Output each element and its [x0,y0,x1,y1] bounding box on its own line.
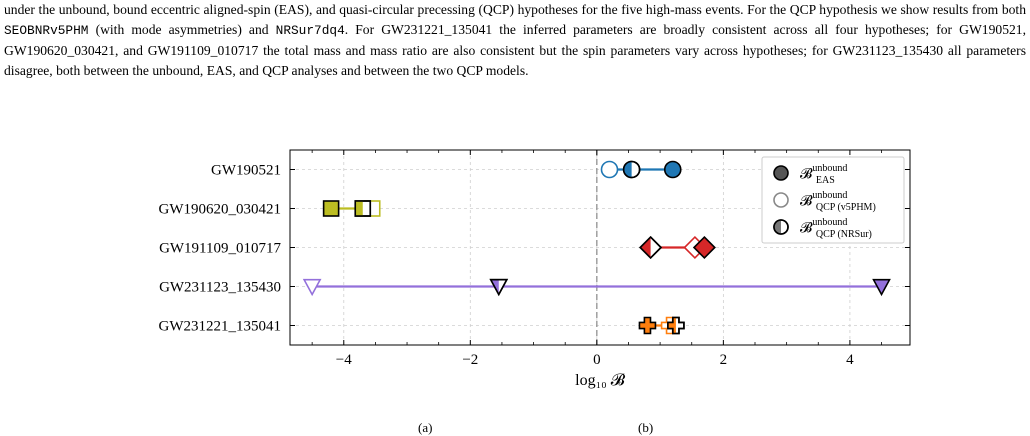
marker-qcp-nrsur-gw190521-fill [623,161,632,178]
marker-qcp-nrsur-gw190620_030421 [354,200,372,217]
marker-qcp-nrsur-gw191109_010717-fill [640,237,651,258]
legend-label-2: 𝓑unbound QCP (NRSur) [800,217,872,240]
marker-qcp-nrsur-gw231221_135041 [667,316,685,335]
y-tick-label-gw190620_030421: GW190620_030421 [159,202,282,218]
marker-qcp-nrsur-gw190620_030421-fill [355,201,363,216]
x-tick-label-2: 0 [593,352,601,368]
y-tick-label-gw231123_135430: GW231123_135430 [159,280,281,296]
subfigure-label-b: (b) [638,420,654,435]
x-tick-label-3: 2 [720,352,728,368]
x-tick-label-0: −4 [336,352,352,368]
legend-marker-eas [773,165,789,181]
y-tick-label-gw191109_010717: GW191109_010717 [159,241,281,257]
caption-text-2: (with mode asymmetries) and [88,22,276,37]
caption-text-1: under the unbound, bound eccentric align… [4,2,1026,17]
y-tick-label-gw190521: GW190521 [211,163,281,179]
legend-marker-qcp-v5phm [773,192,789,208]
code-seobnrv5phm: SEOBNRv5PHM [4,23,89,38]
marker-eas-gw190620_030421 [322,200,340,217]
marker-eas-gw231221_135041 [638,316,657,335]
marker-qcp-v5phm-gw190521 [600,160,619,179]
marker-qcp-nrsur-gw191109_010717 [639,235,663,260]
marker-eas-gw191109_010717 [692,235,716,260]
x-tick-label-1: −2 [462,352,478,368]
marker-qcp-nrsur-gw190521 [622,160,641,179]
code-nrsur7dq4: NRSur7dq4 [275,23,345,38]
legend-label-1: 𝓑unbound QCP (v5PHM) [800,190,876,213]
x-tick-label-4: 4 [846,352,854,368]
subfigure-label-a: (a) [418,420,433,435]
marker-eas-gw231123_135430 [872,278,891,297]
legend-label-0: 𝓑unbound EAS [800,163,847,186]
x-axis-label: log₁₀ 𝓑 [575,372,626,389]
y-tick-label-gw231221_135041: GW231221_135041 [159,319,282,335]
caption-text-3: . For GW231221_135041 the inferred param… [4,22,1026,78]
figure-caption: under the unbound, bound eccentric align… [4,0,1026,81]
marker-eas-gw190521 [663,160,682,179]
marker-qcp-nrsur-gw231221_135041-fill [667,317,676,334]
legend-marker-qcp-nrsur [773,219,789,235]
marker-qcp-v5phm-gw231123_135430 [302,278,322,297]
marker-qcp-nrsur-gw231123_135430 [489,278,509,297]
legend-box [761,156,905,244]
